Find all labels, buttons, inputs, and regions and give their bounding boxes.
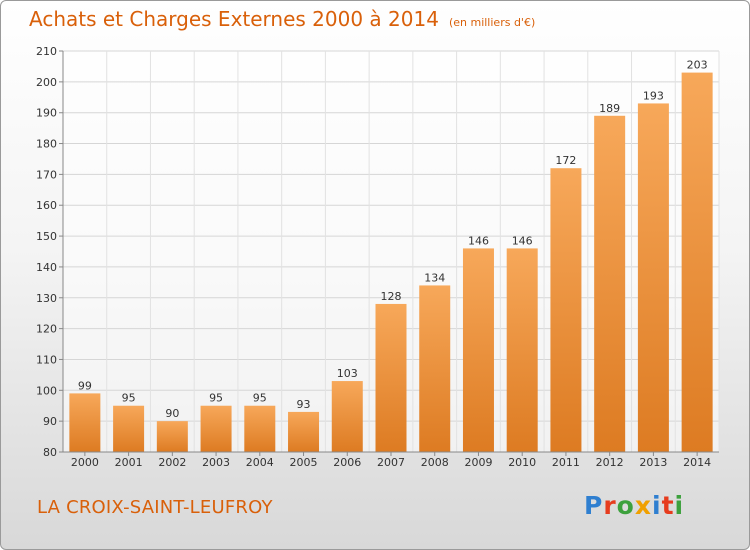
chart-title-text: Achats et Charges Externes 2000 à 2014 (29, 7, 439, 31)
y-tick-label: 110 (36, 353, 57, 366)
bar (113, 405, 145, 452)
y-tick-label: 150 (36, 230, 57, 243)
x-tick-label: 2012 (596, 456, 624, 469)
y-tick-label: 130 (36, 292, 57, 305)
x-tick-label: 2013 (639, 456, 667, 469)
y-tick-label: 170 (36, 168, 57, 181)
data-label: 90 (165, 407, 179, 420)
bar (462, 248, 494, 452)
logo-letter: o (616, 491, 635, 520)
bar (156, 421, 188, 452)
data-label: 172 (555, 154, 576, 167)
data-label: 134 (424, 271, 445, 284)
x-tick-label: 2010 (508, 456, 536, 469)
bar (331, 381, 363, 452)
data-label: 95 (209, 392, 223, 405)
y-tick-label: 80 (43, 446, 57, 459)
y-tick-label: 190 (36, 107, 57, 120)
y-tick-label: 160 (36, 199, 57, 212)
data-label: 146 (468, 234, 489, 247)
axes: 8090100110120130140150160170180190200210… (36, 45, 719, 469)
bar (419, 285, 451, 452)
y-tick-label: 140 (36, 261, 57, 274)
chart-title: Achats et Charges Externes 2000 à 2014 (e… (29, 7, 535, 31)
logo-letter: i (674, 491, 685, 520)
bar (375, 303, 407, 452)
y-tick-label: 210 (36, 45, 57, 58)
bar (244, 405, 276, 452)
bar (506, 248, 538, 452)
bar (288, 411, 320, 452)
x-tick-label: 2000 (71, 456, 99, 469)
data-label: 128 (381, 290, 402, 303)
data-label: 95 (122, 392, 136, 405)
data-label: 103 (337, 367, 358, 380)
logo-letter: P (584, 491, 604, 520)
data-label: 193 (643, 89, 664, 102)
bar (637, 103, 669, 452)
x-tick-label: 2008 (421, 456, 449, 469)
bars: 99 95 90 95 95 93 103 128 134 146 146 172 189 193 203 (69, 59, 713, 453)
y-tick-label: 200 (36, 76, 57, 89)
x-tick-label: 2009 (464, 456, 492, 469)
x-tick-label: 2005 (290, 456, 318, 469)
y-tick-label: 180 (36, 138, 57, 151)
x-tick-label: 2002 (158, 456, 186, 469)
x-tick-label: 2007 (377, 456, 405, 469)
data-label: 146 (512, 234, 533, 247)
y-tick-label: 100 (36, 384, 57, 397)
bar (69, 393, 101, 452)
x-tick-label: 2003 (202, 456, 230, 469)
x-tick-label: 2014 (683, 456, 711, 469)
logo-letter: x (634, 491, 652, 520)
x-tick-label: 2006 (333, 456, 361, 469)
y-tick-label: 120 (36, 323, 57, 336)
bar (200, 405, 232, 452)
commune-name: LA CROIX-SAINT-LEUFROY (37, 497, 273, 518)
bar (550, 168, 582, 452)
proxiti-logo: Proxiti (584, 491, 684, 520)
data-label: 95 (253, 392, 267, 405)
x-tick-label: 2001 (115, 456, 143, 469)
data-label: 99 (78, 379, 92, 392)
bar (681, 72, 713, 452)
x-tick-label: 2004 (246, 456, 274, 469)
logo-letter: r (603, 491, 617, 520)
chart-unit: (en milliers d'€) (448, 16, 536, 29)
y-tick-label: 90 (43, 415, 57, 428)
data-label: 189 (599, 102, 620, 115)
data-label: 203 (687, 59, 708, 72)
data-label: 93 (297, 398, 311, 411)
logo-letter: i (652, 491, 662, 520)
logo-letter: t (661, 491, 675, 520)
x-tick-label: 2011 (552, 456, 580, 469)
bar (594, 115, 626, 453)
